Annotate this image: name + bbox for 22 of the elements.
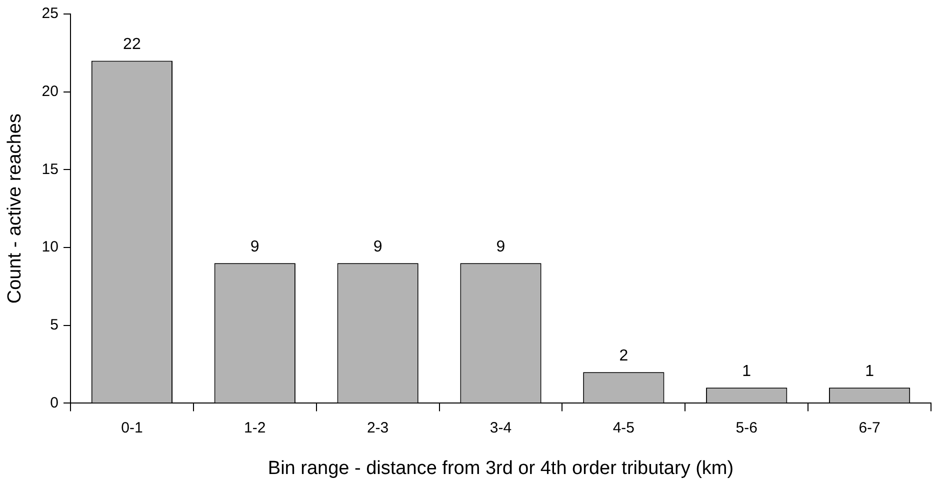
y-tick-label: 10 — [42, 238, 58, 256]
data-label: 22 — [123, 36, 141, 54]
data-label: 1 — [865, 363, 874, 380]
data-label: 9 — [496, 238, 506, 256]
y-tick-label: 0 — [50, 394, 58, 412]
x-tick-label: 1-2 — [244, 419, 266, 436]
x-tick-label: 5-6 — [736, 419, 758, 436]
y-tick-label: 25 — [42, 5, 58, 22]
y-tick-label: 20 — [42, 82, 58, 100]
data-label: 2 — [619, 347, 628, 364]
x-axis-title: Bin range - distance from 3rd or 4th order tributary (km) — [268, 458, 734, 479]
data-label: 9 — [373, 238, 382, 256]
x-tick-label: 0-1 — [121, 419, 143, 436]
y-tick-label: 5 — [50, 316, 58, 334]
x-tick-label: 6-7 — [858, 419, 880, 436]
x-tick-label: 3-4 — [490, 419, 512, 436]
x-tick-label: 4-5 — [612, 419, 635, 436]
y-tick-label: 15 — [42, 160, 58, 178]
data-label: 1 — [742, 363, 752, 380]
y-axis-title: Count - active reaches — [4, 114, 26, 304]
data-label: 9 — [250, 238, 260, 256]
x-tick-label: 2-3 — [366, 419, 389, 436]
